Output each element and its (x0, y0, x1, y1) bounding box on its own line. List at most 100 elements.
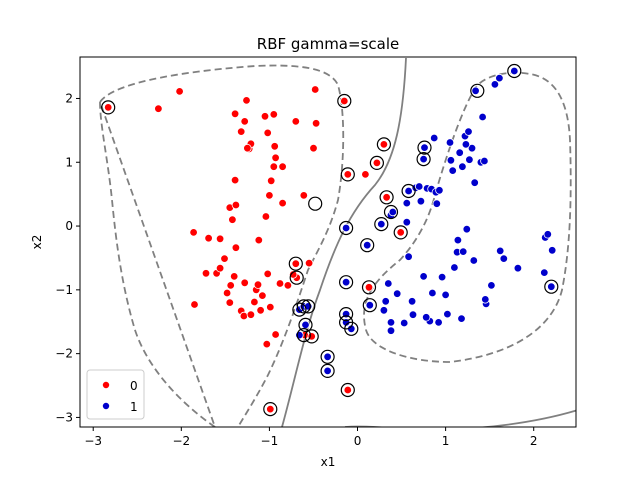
point-class-0 (278, 162, 287, 171)
point-class-0 (261, 212, 271, 221)
point-class-1 (416, 196, 426, 206)
point-class-1 (377, 219, 386, 229)
point-class-1 (478, 112, 487, 122)
legend-label-class-1: 1 (130, 400, 138, 414)
y-tick-label: 0 (65, 219, 73, 233)
point-class-0 (258, 291, 267, 300)
point-class-1 (407, 297, 417, 306)
point-class-1 (480, 156, 489, 166)
support-vector-ring (362, 298, 377, 313)
point-class-0 (215, 264, 225, 273)
point-class-1 (510, 66, 519, 76)
point-class-0 (291, 259, 300, 268)
y-tick-label: −2 (55, 347, 73, 361)
axes-frame (79, 56, 577, 428)
support-vector-ring (374, 217, 389, 232)
point-class-0 (270, 142, 279, 151)
legend-marker-class-1 (102, 401, 111, 410)
point-class-0 (256, 306, 265, 315)
point-class-0 (204, 233, 213, 243)
legend-label-class-0: 0 (130, 379, 138, 393)
point-class-0 (239, 311, 249, 321)
legend-marker-class-0 (102, 380, 111, 389)
point-class-1 (487, 281, 496, 290)
point-class-0 (201, 269, 211, 278)
point-class-0 (269, 110, 278, 119)
point-class-1 (434, 318, 443, 327)
support-vector-ring (339, 275, 354, 290)
point-class-0 (225, 298, 234, 307)
point-class-0 (361, 170, 370, 179)
support-vector-ring (544, 279, 559, 294)
point-class-1 (437, 272, 447, 282)
support-vector-ring (339, 220, 354, 236)
support-vector-ring (289, 270, 304, 285)
point-class-0 (311, 85, 320, 94)
support-vector-layer (101, 63, 559, 417)
point-class-0 (189, 228, 198, 237)
point-class-0 (271, 330, 280, 339)
point-class-1 (384, 279, 393, 288)
point-class-0 (299, 191, 308, 200)
point-class-0 (175, 87, 184, 96)
x-tick-label: −3 (84, 434, 102, 448)
support-vector-ring (507, 63, 522, 79)
y-tick-label: 2 (65, 91, 73, 105)
support-vector-ring (101, 100, 116, 115)
point-class-1 (496, 246, 505, 256)
point-class-0 (283, 281, 293, 290)
point-class-0 (396, 228, 405, 237)
point-class-1 (402, 217, 411, 227)
y-axis-label: x2 (30, 235, 44, 250)
point-class-1 (323, 366, 332, 376)
point-class-1 (490, 80, 500, 89)
point-class-0 (226, 281, 235, 290)
point-class-0 (266, 404, 275, 414)
point-class-1 (445, 138, 455, 147)
support-vector-ring (340, 167, 355, 182)
point-class-1 (435, 186, 444, 195)
point-class-0 (246, 310, 256, 319)
point-class-0 (311, 119, 321, 128)
point-class-0 (372, 158, 382, 168)
point-class-1 (461, 140, 471, 149)
support-vector-ring (360, 238, 375, 253)
point-class-1 (379, 306, 389, 315)
support-vector-ring (340, 382, 355, 398)
support-vector-ring (288, 256, 303, 271)
point-class-1 (469, 256, 478, 265)
point-class-0 (260, 112, 270, 121)
point-class-0 (250, 297, 259, 307)
point-class-1 (513, 264, 523, 273)
chart-title: RBF gamma=scale (257, 35, 399, 53)
point-class-1 (471, 86, 480, 95)
point-class-0 (236, 127, 246, 136)
y-tick-label: 1 (65, 155, 73, 169)
point-class-0 (269, 162, 278, 171)
point-class-1 (543, 230, 552, 239)
point-class-0 (262, 339, 271, 349)
point-class-1 (408, 310, 418, 319)
point-class-0 (229, 272, 239, 281)
point-class-0 (220, 254, 229, 263)
support-vector-ring (337, 93, 352, 109)
point-class-0 (254, 235, 263, 245)
support-vector-ring (376, 137, 391, 152)
point-class-1 (458, 162, 467, 171)
support-vector-ring (298, 317, 313, 332)
point-class-1 (419, 272, 428, 281)
support-vector-ring (417, 140, 432, 155)
point-class-0 (240, 117, 249, 126)
point-class-0 (231, 243, 241, 252)
point-class-1 (540, 268, 549, 277)
point-class-1 (430, 133, 439, 143)
point-class-1 (465, 155, 474, 164)
point-class-1 (459, 247, 468, 256)
point-class-1 (388, 207, 397, 217)
x-tick-label: 0 (354, 434, 362, 448)
point-class-0 (263, 128, 272, 138)
x-tick-label: 2 (530, 434, 538, 448)
point-class-1 (400, 318, 409, 328)
point-class-1 (450, 263, 459, 272)
point-class-1 (470, 178, 479, 187)
